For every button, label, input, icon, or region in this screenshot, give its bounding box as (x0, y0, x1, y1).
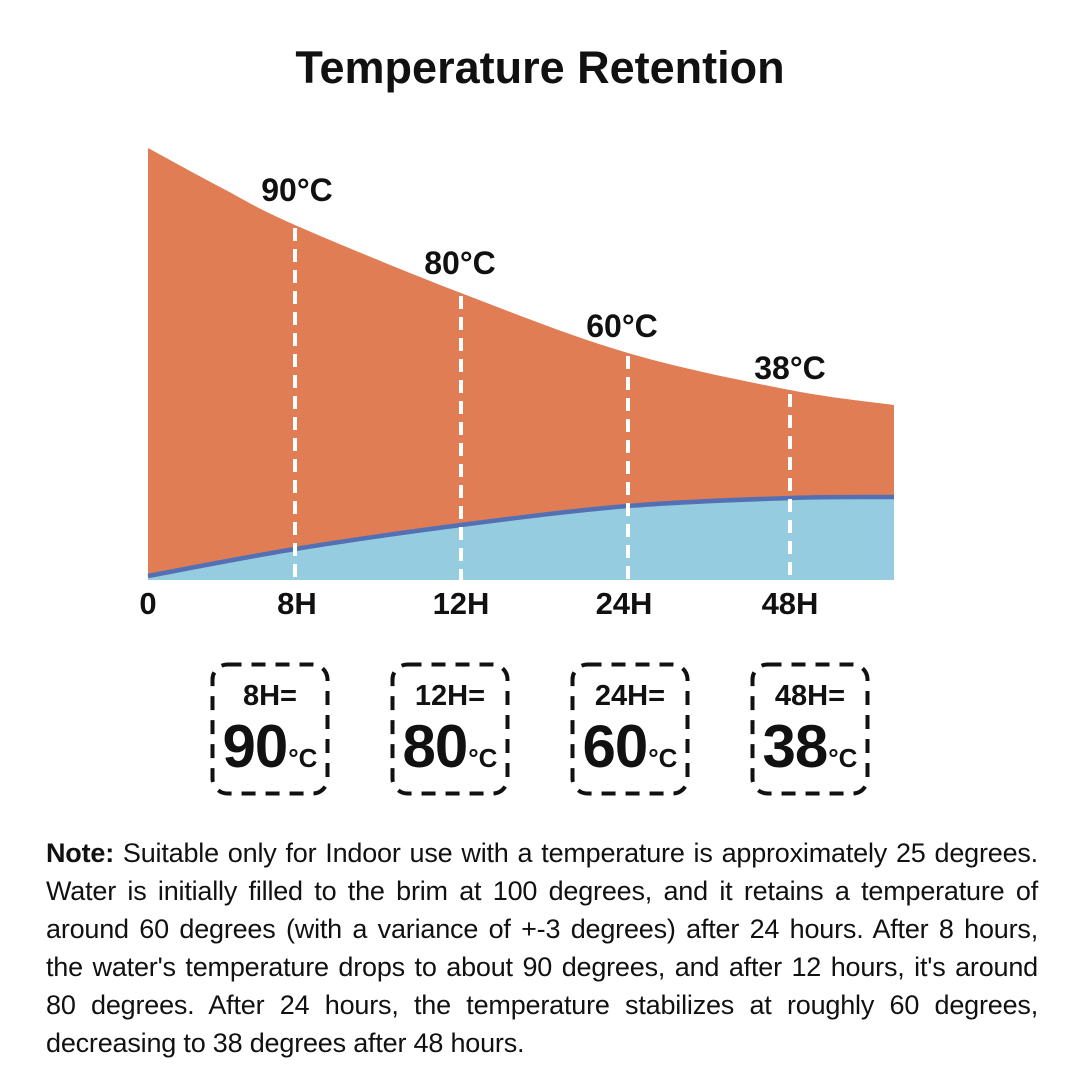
hot-water-area (148, 148, 894, 580)
x-tick-label: 12H (433, 586, 490, 621)
box-hours-label: 24H= (594, 680, 666, 713)
box-hours-label: 8H= (242, 680, 297, 713)
box-temp-value: 60 (582, 712, 649, 780)
summary-box-24h: 24H= 60 °C (570, 662, 690, 796)
box-temp-value: 90 (222, 712, 289, 780)
dashed-border (750, 662, 870, 796)
x-tick-label: 8H (277, 586, 317, 621)
box-temperature: 90 °C (222, 712, 318, 780)
box-temp-unit: °C (648, 742, 678, 773)
summary-box-8h: 8H= 90 °C (210, 662, 330, 796)
box-hours-label: 48H= (774, 680, 846, 713)
x-tick-label: 24H (596, 586, 653, 621)
cool-zone-area (148, 496, 894, 580)
summary-boxes-row: 8H= 90 °C 12H= 80 °C 24H= 60 °C (0, 662, 1080, 796)
temperature-annotation: 80°C (424, 245, 496, 281)
summary-box-48h: 48H= 38 °C (750, 662, 870, 796)
box-temperature: 38 °C (762, 712, 858, 780)
separator-line (147, 494, 895, 579)
temperature-chart: 90°C 80°C 60°C 38°C 0 8H 12H 24H 48H (139, 148, 895, 621)
box-temperature: 80 °C (402, 712, 498, 780)
page-title: Temperature Retention (295, 42, 785, 93)
note-label: Note: (46, 838, 114, 868)
box-temp-unit: °C (288, 742, 318, 773)
x-tick-label: 48H (762, 586, 819, 621)
dashed-border (390, 662, 510, 796)
note-body: Suitable only for Indoor use with a temp… (46, 838, 1038, 1058)
temperature-annotation: 38°C (754, 350, 826, 386)
box-hours-label: 12H= (414, 680, 486, 713)
dashed-border (570, 662, 690, 796)
box-temp-unit: °C (828, 742, 858, 773)
note-paragraph: Note: Suitable only for Indoor use with … (46, 834, 1038, 1062)
summary-box-12h: 12H= 80 °C (390, 662, 510, 796)
box-temperature: 60 °C (582, 712, 678, 780)
temperature-annotation: 90°C (261, 172, 333, 208)
temperature-annotation: 60°C (586, 308, 658, 344)
box-temp-value: 38 (762, 712, 829, 780)
dashed-border (210, 662, 330, 796)
x-tick-label: 0 (139, 586, 156, 621)
box-temp-value: 80 (402, 712, 469, 780)
box-temp-unit: °C (468, 742, 498, 773)
